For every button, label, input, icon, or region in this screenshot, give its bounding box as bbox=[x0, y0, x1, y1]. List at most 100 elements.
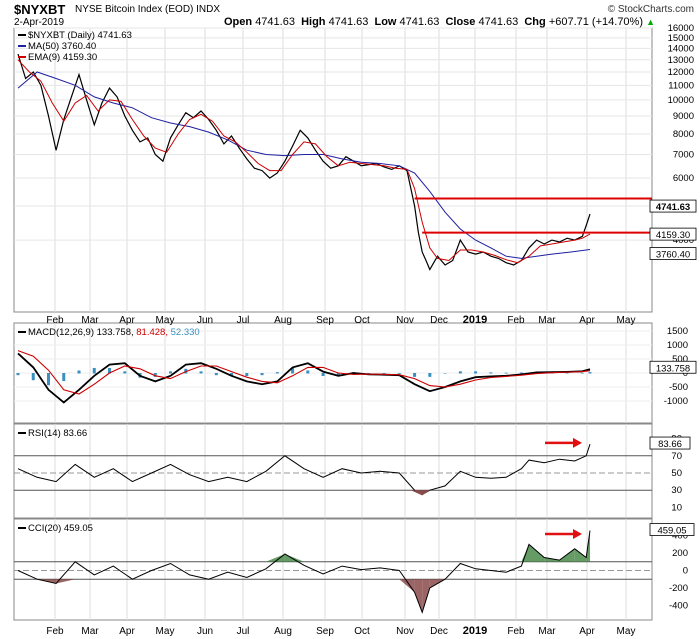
x-tick-label-bottom: Jul bbox=[237, 626, 250, 637]
last-value-cci: 459.05 bbox=[657, 526, 686, 537]
y-tick-label-price: 15000 bbox=[668, 33, 694, 44]
x-tick-label-price: Mar bbox=[81, 315, 99, 326]
y-tick-label-macd: -500 bbox=[669, 382, 688, 393]
macd-histogram-bar bbox=[489, 372, 493, 374]
last-value-box-macd bbox=[649, 360, 697, 374]
macd-histogram-bar bbox=[77, 370, 81, 374]
x-tick-label-price: Jun bbox=[197, 315, 213, 326]
cci-extreme-fill bbox=[56, 579, 76, 584]
y-tick-label-price: 12000 bbox=[668, 67, 694, 78]
low-value: 4741.63 bbox=[399, 16, 440, 28]
cci-extreme-fill bbox=[414, 579, 423, 613]
macd-histogram-bar bbox=[214, 373, 218, 376]
x-tick-label-price: Feb bbox=[507, 315, 525, 326]
last-value-box bbox=[649, 227, 697, 241]
close-value: 4741.63 bbox=[478, 16, 519, 28]
stockcharts-credit: © StockCharts.com bbox=[607, 4, 694, 15]
up-arrow-icon: ▲ bbox=[646, 17, 655, 27]
x-tick-label-price: Feb bbox=[46, 315, 64, 326]
x-tick-label-price: Nov bbox=[396, 315, 414, 326]
x-tick-label-bottom: Dec bbox=[430, 626, 448, 637]
chg-label: Chg bbox=[524, 16, 546, 28]
legend-label-price: MA(50) 3760.40 bbox=[28, 41, 96, 52]
macd-histogram-bar bbox=[474, 371, 478, 374]
symbol-name: NYSE Bitcoin Index (EOD) INDX bbox=[75, 4, 220, 15]
x-tick-label-bottom: Apr bbox=[579, 626, 595, 637]
price-series-line-1 bbox=[17, 71, 591, 259]
x-tick-label-bottom: Feb bbox=[507, 626, 525, 637]
x-tick-label-bottom: Oct bbox=[354, 626, 370, 637]
y-tick-label-macd: -1000 bbox=[664, 396, 688, 407]
y-tick-label-cci: 200 bbox=[672, 548, 688, 559]
macd-histogram-bar bbox=[397, 373, 401, 374]
macd-histogram-bar bbox=[245, 373, 249, 377]
macd-histogram-bar bbox=[336, 373, 340, 376]
x-tick-label-bottom: May bbox=[617, 626, 636, 637]
cci-extreme-fill bbox=[399, 579, 415, 593]
y-tick-label-price: 6000 bbox=[673, 173, 694, 184]
cci-extreme-fill bbox=[574, 548, 587, 562]
y-tick-label-macd: 500 bbox=[672, 354, 688, 365]
macd-histogram-bar bbox=[588, 372, 592, 374]
panel-frame-price bbox=[13, 27, 653, 313]
y-tick-label-macd: 1500 bbox=[667, 326, 688, 337]
x-tick-label-price: Dec bbox=[430, 315, 448, 326]
y-tick-label-price: 7000 bbox=[673, 149, 694, 160]
macd-histogram-bar bbox=[31, 373, 35, 381]
rsi-arrow-head-icon bbox=[573, 437, 582, 448]
macd-histogram-bar bbox=[306, 370, 310, 374]
x-tick-label-price: 2019 bbox=[463, 314, 487, 326]
last-value-price: 3760.40 bbox=[656, 250, 690, 261]
x-tick-label-bottom: Jun bbox=[197, 626, 213, 637]
cci-line bbox=[17, 530, 591, 614]
macd-histogram-bar bbox=[458, 371, 462, 374]
chart-date: 2-Apr-2019 bbox=[14, 17, 65, 28]
price-series-line-2 bbox=[17, 59, 591, 264]
x-tick-label-bottom: Nov bbox=[396, 626, 414, 637]
legend-label-price: EMA(9) 4159.30 bbox=[28, 52, 97, 63]
y-tick-label-price: 14000 bbox=[668, 43, 694, 54]
last-value-rsi: 83.66 bbox=[658, 439, 682, 450]
y-tick-label-price: 13000 bbox=[668, 55, 694, 66]
macd-hist-value: 52.330 bbox=[171, 327, 200, 338]
open-label: Open bbox=[224, 16, 253, 28]
x-tick-label-bottom: 2019 bbox=[463, 625, 487, 637]
macd-histogram-bar bbox=[580, 372, 584, 374]
macd-histogram-bar bbox=[565, 372, 569, 374]
close-label: Close bbox=[445, 16, 476, 28]
exchange-label: INDX bbox=[196, 4, 221, 15]
legend-label-cci: CCI(20) 459.05 bbox=[28, 523, 93, 534]
rsi-line bbox=[17, 443, 591, 496]
panel-frame-rsi bbox=[13, 423, 653, 519]
macd-histogram-bar bbox=[321, 373, 325, 377]
x-tick-label-price: Sep bbox=[316, 315, 334, 326]
x-tick-label-price: Apr bbox=[119, 315, 135, 326]
high-label: High bbox=[301, 16, 326, 28]
y-tick-label-rsi: 30 bbox=[671, 485, 682, 496]
macd-histogram-bar bbox=[62, 373, 66, 382]
last-value-price: 4741.63 bbox=[656, 202, 690, 213]
index-name: NYSE Bitcoin Index (EOD) bbox=[75, 4, 194, 15]
x-tick-label-price: Mar bbox=[538, 315, 556, 326]
cci-extreme-fill bbox=[528, 544, 545, 562]
symbol-title: $NYXBT bbox=[14, 2, 66, 17]
macd-histogram-bar bbox=[519, 372, 523, 374]
y-tick-label-price: 10000 bbox=[668, 95, 694, 106]
macd-signal-value: 81.428, bbox=[136, 327, 170, 338]
macd-histogram-bar bbox=[291, 367, 295, 374]
x-tick-label-bottom: Apr bbox=[119, 626, 135, 637]
macd-histogram-bar bbox=[275, 372, 279, 374]
x-tick-label-bottom: Sep bbox=[316, 626, 334, 637]
chg-value: +607.71 (+14.70%) bbox=[548, 16, 643, 28]
last-value-box bbox=[649, 199, 697, 213]
x-tick-label-price: Oct bbox=[354, 315, 370, 326]
x-tick-label-price: Aug bbox=[274, 315, 292, 326]
macd-value: 133.758, bbox=[97, 327, 137, 338]
ohlc-readout: Open 4741.63 High 4741.63 Low 4741.63 Cl… bbox=[224, 16, 655, 28]
high-value: 4741.63 bbox=[328, 16, 369, 28]
y-tick-label-price: 16000 bbox=[668, 23, 694, 34]
y-tick-label-rsi: 70 bbox=[671, 451, 682, 462]
price-series-line-0 bbox=[17, 53, 591, 271]
